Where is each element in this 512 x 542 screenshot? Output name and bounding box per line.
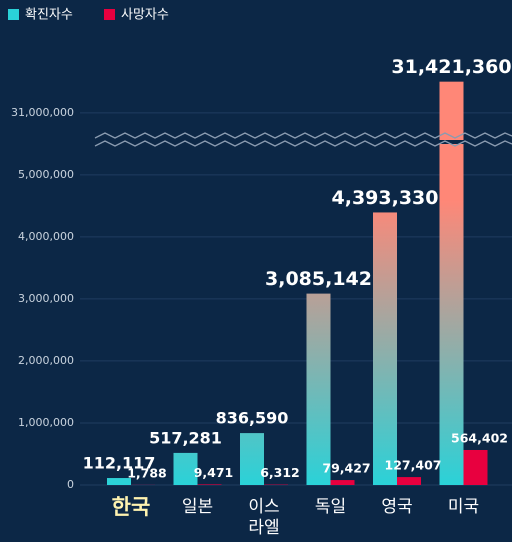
data-label: 9,471: [194, 465, 234, 480]
x-tick-label: 독일: [314, 497, 347, 517]
data-label: 564,402: [451, 430, 508, 445]
y-tick-label: 0: [67, 478, 74, 491]
x-tick-label: 일본: [181, 497, 214, 517]
bar: [107, 478, 131, 485]
x-tick-label: 영국: [381, 497, 413, 517]
data-label: 836,590: [216, 409, 289, 428]
bar: [240, 433, 264, 485]
legend-swatch: [8, 9, 19, 20]
data-label: 112,117: [83, 454, 156, 473]
data-label: 517,281: [149, 428, 222, 447]
x-tick-label: 미국: [447, 497, 480, 517]
data-label: 6,312: [260, 465, 300, 480]
x-tick-label: 이스라엘: [248, 497, 280, 538]
bar: [330, 480, 355, 485]
data-label: 3,085,142: [265, 268, 372, 290]
bar: [463, 449, 488, 485]
y-tick-label: 1,000,000: [18, 416, 74, 429]
bar: [197, 484, 222, 485]
axis-break: [94, 132, 512, 147]
y-tick-label: 2,000,000: [18, 354, 74, 367]
data-label: 31,421,360: [391, 56, 511, 78]
legend-swatch: [104, 9, 115, 20]
bar: [439, 81, 464, 485]
legend-label: 확진자수: [25, 8, 73, 23]
data-label: 4,393,330: [332, 187, 439, 209]
y-tick-label: 31,000,000: [11, 106, 74, 119]
data-label: 79,427: [322, 461, 370, 476]
data-label: 1,788: [127, 465, 167, 480]
bar: [373, 212, 397, 486]
legend-label: 사망자수: [121, 8, 169, 23]
y-tick-label: 4,000,000: [18, 230, 74, 243]
y-tick-label: 3,000,000: [18, 292, 74, 305]
data-label: 127,407: [385, 458, 442, 473]
y-tick-label: 5,000,000: [18, 168, 74, 181]
bar: [173, 452, 198, 485]
bar: [306, 293, 331, 485]
bar: [397, 477, 421, 485]
x-tick-label: 한국: [111, 495, 151, 519]
